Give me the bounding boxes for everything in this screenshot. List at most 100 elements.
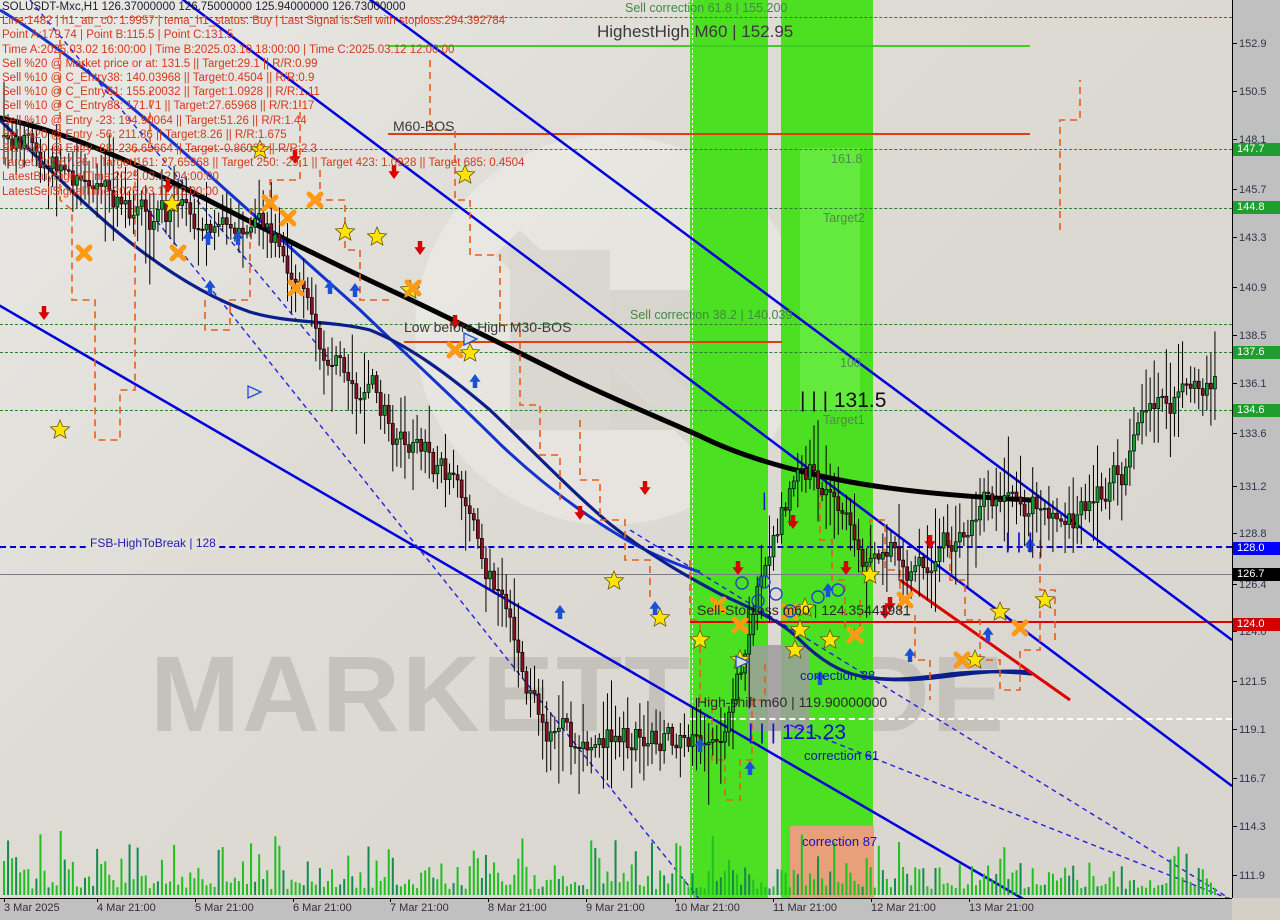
candle-body	[824, 489, 829, 496]
candle-body	[1200, 388, 1205, 396]
volume-bar	[96, 848, 99, 895]
arrow-down-icon	[884, 597, 896, 611]
zone-correction-87	[790, 826, 874, 898]
candle-body	[188, 202, 193, 215]
star-icon	[49, 418, 71, 439]
candle-body	[1067, 513, 1072, 525]
volume-bar	[796, 874, 799, 895]
info-line-0: Line:1482 | h1_atr_c0: 1.9957 | tema_h1_…	[2, 15, 506, 28]
volume-bar	[15, 857, 18, 895]
candle-body	[739, 672, 743, 675]
volume-bar	[646, 876, 649, 895]
volume-bar	[1209, 882, 1212, 895]
volume-bar	[55, 885, 58, 895]
candle-body	[650, 730, 654, 745]
volume-bar	[922, 868, 925, 895]
candle-body	[1034, 496, 1039, 510]
volume-bar	[1120, 866, 1123, 895]
candle-body	[107, 180, 112, 191]
cross-icon	[261, 194, 279, 212]
volume-bar	[420, 872, 423, 895]
candle-body	[265, 223, 270, 229]
volume-bar	[456, 867, 459, 895]
arrow-down-icon	[732, 561, 744, 575]
tema-ma-line	[0, 115, 1033, 503]
zone-sell-inner-bright	[800, 148, 860, 410]
volume-bar	[436, 879, 439, 895]
candle-body	[686, 737, 691, 747]
candle-body	[22, 134, 27, 149]
volume-bar	[59, 830, 62, 895]
volume-bar	[857, 884, 860, 895]
label-fib-100: 100	[840, 356, 861, 370]
candle-body	[812, 464, 816, 472]
volume-bar	[298, 883, 301, 895]
candle-body	[399, 431, 403, 440]
price-axis[interactable]: 152.9 150.5 148.1 145.7 143.3 140.9 138.5 136.1…	[1232, 0, 1280, 898]
cross-icon	[896, 591, 914, 609]
arrow-down-icon	[388, 165, 400, 179]
arrow-up-icon	[554, 605, 566, 619]
volume-bar	[813, 879, 815, 895]
candle-body	[366, 383, 371, 393]
annotation-correction-38: correction 38	[800, 668, 876, 683]
candle-body	[787, 488, 792, 511]
arrow-down-icon	[449, 315, 461, 329]
arrow-up-icon	[1024, 538, 1036, 552]
time-axis[interactable]: 3 Mar 2025 4 Mar 21:00 5 Mar 21:00 6 Mar 21…	[0, 898, 1232, 920]
candle-body	[957, 532, 962, 543]
time-tick-mark	[97, 899, 98, 902]
candle-body	[500, 589, 504, 595]
star-icon	[859, 563, 881, 584]
volume-bar	[606, 871, 609, 895]
volume-bar	[266, 870, 269, 895]
candle-body	[504, 593, 509, 610]
volume-bar	[509, 884, 512, 895]
volume-series	[3, 830, 1216, 895]
candle-body	[799, 467, 804, 471]
candle-body	[204, 223, 209, 231]
candle-body	[160, 200, 164, 210]
star-icon	[819, 628, 841, 649]
bigprice-121-23: | | | 121.23	[748, 721, 847, 744]
info-line-4: Sell %10 @ C_Entry38: 140.03968 || Targe…	[2, 72, 315, 85]
volume-bar	[853, 880, 856, 895]
volume-bar	[181, 876, 184, 895]
volume-bar	[3, 860, 5, 895]
candle-body	[941, 532, 946, 549]
arrow-down-icon	[38, 306, 50, 320]
label-fib-161-8: 161.8	[831, 152, 863, 166]
price-label-highlight: 124.0	[1233, 618, 1280, 631]
volume-bar	[84, 877, 86, 895]
candle-body	[808, 464, 812, 480]
arrow-up-icon	[349, 283, 361, 297]
chart-plot-area[interactable]: MARKETTRADE	[0, 0, 1232, 898]
candle-body	[1180, 383, 1185, 393]
candle-body	[395, 438, 399, 445]
volume-bar	[780, 869, 783, 895]
volume-bar	[1173, 855, 1176, 895]
candle-body	[370, 375, 375, 385]
volume-bar	[351, 876, 354, 895]
volume-bar	[958, 864, 961, 895]
candle-body	[520, 652, 525, 672]
volume-bar	[258, 854, 261, 895]
candle-body	[273, 233, 278, 243]
candle-body	[763, 565, 768, 577]
volume-bar	[221, 847, 224, 895]
candle-body	[581, 741, 586, 749]
volume-bar	[873, 887, 876, 895]
candle-body	[390, 423, 395, 445]
volume-bar	[517, 858, 520, 895]
volume-bar	[703, 888, 706, 895]
volume-bar	[274, 836, 277, 895]
candle-body	[439, 458, 444, 466]
time-tick-label: 6 Mar 21:00	[293, 902, 352, 914]
candle-body	[544, 721, 549, 742]
label-target1: Target1	[823, 413, 865, 427]
candle-body	[512, 616, 517, 641]
candle-body	[484, 558, 488, 580]
candle-body	[556, 727, 561, 732]
candle-body	[70, 170, 75, 186]
candle-body	[613, 735, 618, 743]
